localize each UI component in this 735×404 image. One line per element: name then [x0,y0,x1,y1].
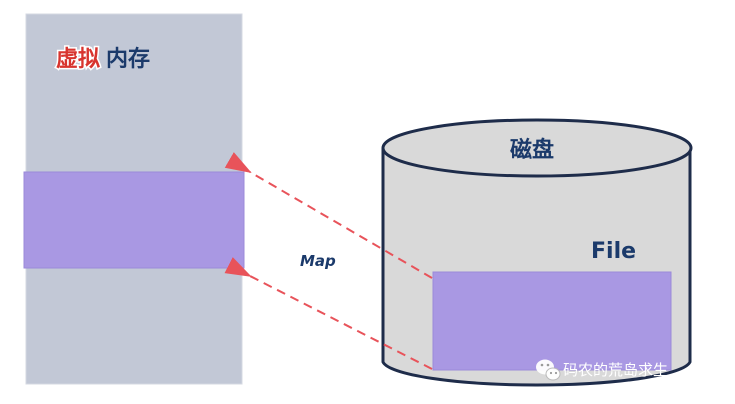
file-region [432,271,672,371]
watermark-text: 码农的荒岛求生 [563,361,668,379]
wechat-icon [536,359,561,381]
disk-top [381,118,693,178]
watermark: 码农的荒岛求生 [536,359,668,381]
disk-label: 磁盘 [510,137,554,163]
map-label: Map [300,252,336,270]
file-label: File [591,239,636,264]
memory-label-rest: 内存 [106,46,150,72]
memory-label-highlight: 虚拟 [56,46,100,72]
memory-label: 虚拟 内存 [56,46,150,72]
map-arrow-top [224,152,433,279]
memory-mapped-region [23,171,245,269]
virtual-memory-block: 虚拟 内存 [23,13,245,385]
mapping-arrows: Map [224,152,433,370]
disk-cylinder: 磁盘 File [381,118,693,387]
map-arrow-bottom [224,257,433,370]
